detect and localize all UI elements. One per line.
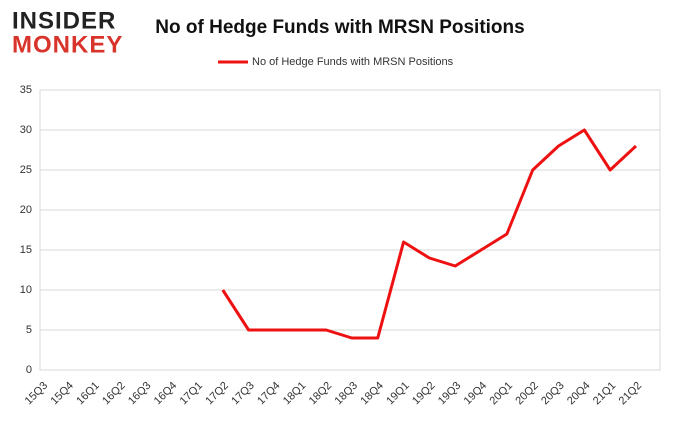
logo-bottom: MONKEY (12, 31, 123, 58)
line-series (221, 128, 638, 340)
legend-label: No of Hedge Funds with MRSN Positions (252, 56, 454, 68)
y-tick-label: 5 (26, 324, 32, 336)
y-tick-label: 25 (20, 164, 32, 176)
y-tick-label: 35 (20, 84, 32, 96)
y-tick-label: 15 (20, 244, 32, 256)
logo-top: INSIDER (12, 7, 116, 34)
chart-title: No of Hedge Funds with MRSN Positions (155, 17, 524, 38)
y-tick-label: 10 (20, 284, 32, 296)
y-tick-label: 20 (20, 204, 32, 216)
y-tick-label: 30 (20, 124, 32, 136)
y-tick-label: 0 (26, 364, 32, 376)
